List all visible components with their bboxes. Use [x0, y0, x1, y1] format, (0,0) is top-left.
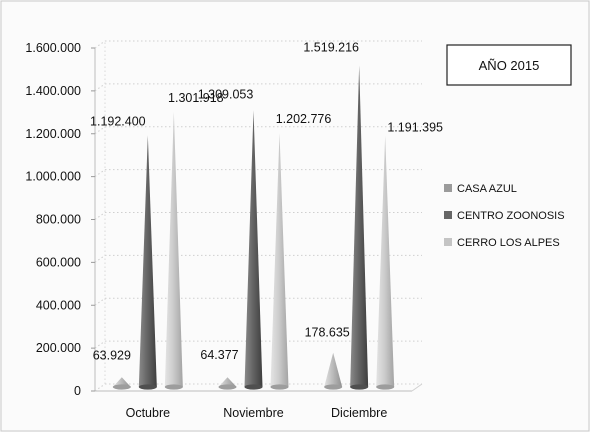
data-label: 64.377 [200, 348, 238, 362]
data-label: 1.519.216 [303, 40, 359, 54]
chart-title: AÑO 2015 [479, 58, 540, 73]
gridline-side [94, 297, 106, 306]
chart-title-box: AÑO 2015 [446, 44, 572, 86]
title-frame [446, 44, 572, 86]
y-tick-label: 1.600.000 [25, 41, 81, 55]
y-tick-label: 400.000 [36, 298, 81, 312]
y-tick-label: 200.000 [36, 341, 81, 355]
legend: CASA AZUL CENTRO ZOONOSIS CERRO LOS ALPES [444, 183, 565, 249]
legend-label: CASA AZUL [457, 183, 517, 195]
gridline-side [94, 212, 106, 220]
data-label: 1.202.776 [276, 112, 332, 126]
cone-casa-azul [218, 377, 237, 387]
y-tick-label: 600.000 [36, 255, 81, 269]
plot-area [112, 65, 395, 390]
y-tick-label: 800.000 [36, 213, 81, 227]
cone-base [138, 384, 157, 390]
gridline-side [94, 340, 106, 349]
cone-base [218, 384, 237, 390]
data-label: 1.309.053 [198, 87, 254, 101]
y-tick-label: 0 [74, 384, 81, 398]
legend-swatch [444, 211, 452, 219]
data-label: 1.192.400 [90, 114, 146, 128]
data-label: 63.929 [93, 348, 131, 362]
x-category-label: Diciembre [331, 406, 387, 420]
gridline-side [94, 383, 106, 392]
cone-cerro-los-alpes [376, 135, 395, 387]
cone-centro-zoonosis [138, 135, 157, 387]
gridline-side [94, 83, 106, 92]
x-category-label: Octubre [126, 406, 171, 420]
x-category-label: Noviembre [223, 406, 283, 420]
gridline-side [94, 169, 106, 178]
cone-base [112, 384, 131, 390]
axes: 0 200.000 400.000 600.000 800.000 1.000.000 1.… [25, 41, 423, 420]
cone-casa-azul [324, 352, 343, 387]
cone-base [244, 384, 263, 390]
cone-base [324, 384, 343, 390]
cone-base [164, 384, 183, 390]
data-label: 1.191.395 [387, 121, 443, 135]
legend-swatch [444, 184, 452, 192]
legend-swatch [444, 238, 452, 246]
cone-base [376, 384, 395, 390]
legend-label: CENTRO ZOONOSIS [457, 210, 565, 222]
y-tick-label: 1.400.000 [25, 84, 81, 98]
cone-base [270, 384, 289, 390]
y-tick-label: 1.000.000 [25, 170, 81, 184]
data-labels: 63.929 1.192.400 1.301.918 64.377 1.309.053 1… [90, 40, 443, 362]
cone-centro-zoonosis [244, 110, 263, 387]
cone-cerro-los-alpes [164, 111, 183, 387]
legend-label: CERRO LOS ALPES [457, 237, 560, 249]
gridline-side [94, 254, 106, 263]
cone-casa-azul [112, 377, 131, 387]
gridline-side [94, 40, 106, 49]
floor-right-edge [411, 383, 423, 392]
y-tick-label: 1.200.000 [25, 127, 81, 141]
gridlines [94, 40, 422, 392]
data-label: 1.301.918 [168, 91, 224, 105]
cone-base [350, 384, 369, 390]
data-label: 178.635 [305, 326, 350, 340]
cone-centro-zoonosis [350, 65, 369, 388]
cone-cerro-los-alpes [270, 133, 289, 387]
